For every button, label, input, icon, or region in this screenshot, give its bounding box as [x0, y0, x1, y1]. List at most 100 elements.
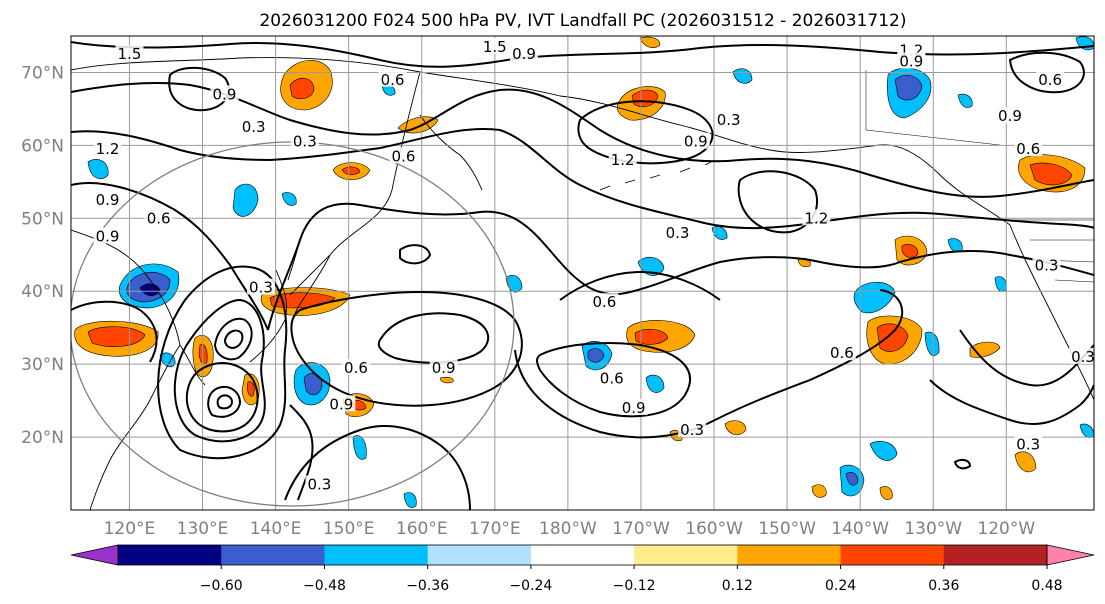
map-background	[71, 36, 1094, 510]
contour-label-bg	[1032, 256, 1061, 273]
positive-anomaly-patch	[639, 36, 661, 48]
positive-anomaly-patch	[1014, 451, 1037, 473]
contour-label: 0.9	[622, 399, 646, 417]
colorbar-tick-labels: −0.60 −0.48 −0.36 −0.24 −0.12 0.12 0.24 0.36 0.4…	[200, 565, 1063, 594]
colorbar-extend-high	[1046, 544, 1095, 566]
contour-label: 0.6	[1038, 71, 1062, 89]
positive-anomaly-core	[247, 381, 255, 397]
pv-contours	[71, 41, 1094, 510]
pv-contour-line	[289, 404, 314, 501]
contour-label: 0.9	[213, 85, 237, 103]
contour-label: 0.9	[432, 359, 456, 377]
contour-label: 0.6	[830, 344, 854, 362]
pv-contour-line	[953, 458, 972, 470]
colorbar-tick-label: 0.12	[722, 578, 753, 594]
contour-label-bg	[681, 132, 710, 149]
contour-label-bg	[290, 132, 319, 149]
negative-anomaly-patch	[232, 183, 259, 217]
contour-label-bg	[1036, 70, 1065, 87]
negative-anomaly-core	[587, 348, 605, 363]
negative-anomaly-patch	[924, 331, 940, 356]
pv-contour-line	[399, 244, 432, 265]
contour-label: 0.3	[1071, 348, 1095, 366]
colorbar-segment	[737, 545, 842, 565]
pv-contour-line	[71, 81, 1094, 198]
contour-label: 1.2	[96, 140, 120, 158]
negative-anomaly-core	[303, 373, 323, 396]
positive-anomaly-patch	[879, 486, 893, 500]
contour-label-bg	[210, 85, 239, 102]
contour-label: 0.3	[680, 421, 704, 439]
pv-contour-line	[185, 362, 259, 433]
contour-label-bg	[378, 70, 407, 87]
negative-anomaly-core	[845, 471, 859, 486]
contour-label-bg	[327, 395, 356, 412]
contour-label-bg	[590, 293, 619, 310]
contour-label: 0.9	[96, 228, 120, 246]
negative-anomaly-patch	[403, 492, 417, 508]
border-lines	[865, 70, 1094, 283]
negative-anomaly-patch	[645, 374, 665, 393]
lon-tick-label: 140°E	[250, 519, 302, 539]
lon-tick-label: 150°E	[323, 519, 375, 539]
contour-label: 0.9	[998, 107, 1022, 125]
lon-tick-label: 160°E	[396, 519, 448, 539]
lon-tick-label: 130°W	[904, 519, 962, 539]
gridlines	[71, 36, 1094, 510]
latitude-labels: 70°N 60°N 50°N 40°N 30°N 20°N	[21, 63, 64, 448]
contour-label-bg	[619, 398, 648, 415]
lon-tick-label: 150°W	[758, 519, 816, 539]
contour-label-bg	[802, 209, 831, 226]
lon-tick-label: 130°E	[177, 519, 229, 539]
contour-label-bg	[144, 209, 173, 226]
contour-label: 0.3	[717, 111, 741, 129]
lon-tick-label: 120°W	[977, 519, 1035, 539]
lon-tick-label: 160°W	[685, 519, 743, 539]
pv-contour-line	[157, 265, 288, 460]
pv-contour-line	[267, 202, 1094, 331]
contour-label: 1.2	[611, 151, 635, 169]
contour-label: 0.3	[249, 279, 273, 297]
pv-contour-line	[71, 130, 381, 162]
contour-label-bg	[93, 140, 122, 157]
contour-label-bg	[897, 52, 926, 69]
contour-label-bg	[995, 107, 1024, 124]
colorbar-segment	[943, 545, 1048, 565]
contour-label: 0.3	[308, 475, 332, 493]
contour-label-bg	[389, 147, 418, 164]
positive-anomaly-patch	[724, 420, 747, 436]
contour-label-bg	[678, 420, 707, 437]
pv-contour-line	[71, 300, 158, 363]
colorbar-segment	[530, 545, 635, 565]
negative-anomaly-patch	[281, 192, 297, 206]
positive-anomaly-core	[198, 344, 208, 365]
pv-contour-line	[577, 100, 714, 165]
contour-label: 0.3	[666, 224, 690, 242]
positive-anomaly-core	[289, 77, 315, 100]
contour-label-bg	[827, 344, 856, 361]
positive-anomaly-core	[87, 326, 146, 348]
colorbar-segment	[840, 545, 945, 565]
contour-label-bg	[480, 37, 509, 54]
pv-contour-line	[379, 128, 1094, 230]
pv-contour-line	[216, 394, 233, 410]
contour-label: 0.3	[1016, 435, 1040, 453]
contour-label: 0.6	[600, 370, 624, 388]
map-panel: 1.5 0.6 1.5 0.9 1.2 0.9 0.6 0.9 0.3 0.3 1.2 0.6 1.2 0…	[70, 35, 1095, 511]
contour-label-bg	[239, 118, 268, 135]
contour-label: 0.9	[96, 191, 120, 209]
longitude-labels: 120°E 130°E 140°E 150°E 160°E 170°E 180°W 170°W…	[104, 519, 1036, 539]
pv-contour-line	[213, 317, 253, 361]
colorbar-tick-label: 0.48	[1031, 578, 1062, 594]
contour-label: 0.6	[592, 293, 616, 311]
lat-tick-label: 70°N	[21, 63, 64, 83]
pv-contour-line	[559, 270, 721, 301]
negative-anomaly-patch	[87, 159, 109, 180]
lat-tick-label: 40°N	[21, 282, 64, 302]
contour-labels: 1.5 0.6 1.5 0.9 1.2 0.9 0.6 0.9 0.3 0.3 1.2 0.6 1.2 0…	[93, 37, 1095, 493]
contour-label-bg	[246, 278, 275, 295]
pv-contour-line	[284, 424, 471, 510]
contour-label: 1.5	[483, 38, 507, 56]
pv-contour-line	[223, 329, 244, 350]
